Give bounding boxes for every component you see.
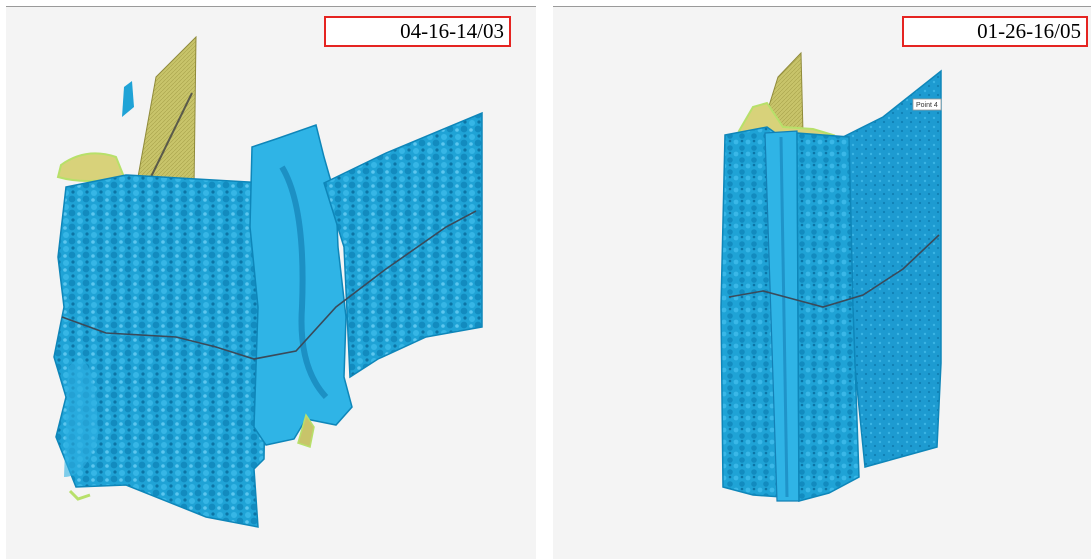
scan-model-left [53,35,483,528]
scan-view-right: Point 4 01-26-16/05 [553,6,1091,559]
date-label-left: 04-16-14/03 [324,16,511,47]
scan-view-left: 04-16-14/03 [6,6,536,559]
left-scan-strip [720,126,782,498]
right-scan-plane [842,69,942,468]
main-scan-block [53,174,269,528]
point-tag [912,98,942,111]
point-tag-label: Point 4 [916,102,938,109]
scan-model-right: Point 4 [720,51,942,502]
yellow-mesh-fin [137,35,197,190]
date-label-right: 01-26-16/05 [902,16,1088,47]
right-scan-plane [323,111,483,379]
middle-scan-strip [796,132,860,502]
